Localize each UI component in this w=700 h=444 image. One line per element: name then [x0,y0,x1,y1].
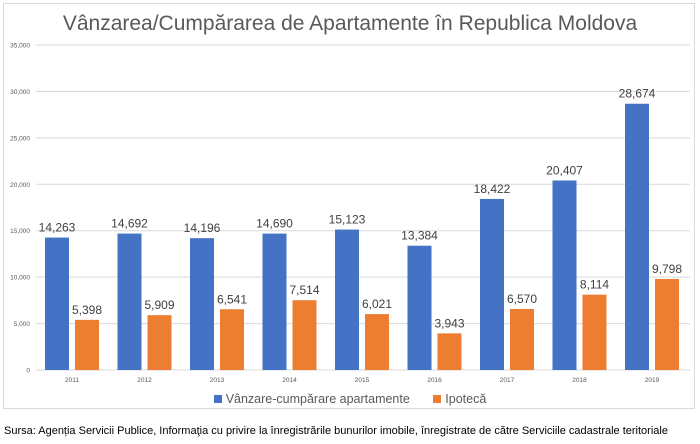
source-note: Sursa: Agenția Servicii Publice, Informa… [4,425,668,437]
x-tick-label: 2011 [65,377,79,384]
x-tick-label: 2018 [572,377,587,384]
bar-sales [45,237,69,370]
bar-mortgage [220,309,244,370]
data-label: 5,398 [72,303,102,317]
legend-label-sales: Vânzare-cumpărare apartamente [225,392,410,406]
x-tick-label: 2013 [210,377,225,384]
x-tick-label: 2012 [137,377,152,384]
data-label: 28,674 [619,87,656,101]
y-tick-label: 0 [26,368,30,375]
data-label: 15,123 [329,213,366,227]
data-label: 6,021 [362,297,392,311]
bar-mortgage [365,314,389,370]
data-label: 6,570 [507,292,537,306]
chart-title: Vânzarea/Cumpărarea de Apartamente în Re… [62,12,638,35]
bar-mortgage [582,294,607,370]
data-label: 14,692 [111,217,148,231]
y-tick-label: 20,000 [10,182,30,189]
data-label: 5,909 [144,298,174,312]
data-label: 18,422 [474,182,511,196]
legend-swatch-mortgage [433,395,442,403]
data-label: 3,943 [434,316,464,330]
y-tick-label: 25,000 [10,135,30,142]
data-label: 14,196 [184,221,221,235]
legend-label-mortgage: Ipotecă [445,392,487,406]
bar-sales [335,229,359,370]
data-label: 13,384 [401,229,438,243]
legend-item-mortgage: Ipotecă [433,392,486,406]
x-tick-label: 2017 [500,377,515,384]
bar-mortgage [437,333,462,370]
x-tick-label: 2015 [355,377,370,384]
bar-sales [552,180,577,370]
data-label: 6,541 [217,292,247,306]
legend: Vânzare-cumpărare apartamente Ipotecă [0,392,700,406]
y-tick-label: 15,000 [10,228,30,235]
bar-sales [190,238,214,370]
y-tick-label: 10,000 [10,275,30,282]
data-label: 8,114 [580,278,609,292]
bar-mortgage [292,300,317,370]
bar-mortgage [75,319,99,370]
bar-sales [407,245,432,370]
data-label: 14,690 [256,217,293,231]
y-tick-label: 5,000 [14,321,31,328]
bar-sales [625,103,649,371]
legend-swatch-sales [213,395,222,403]
bar-sales [117,233,142,370]
bar-mortgage [655,279,679,370]
bar-sales [480,198,504,370]
data-label: 7,514 [289,283,319,297]
x-tick-label: 2019 [645,377,660,384]
data-label: 20,407 [546,164,583,178]
x-tick-label: 2016 [427,377,442,384]
bar-mortgage [510,308,534,370]
bar-sales [262,233,287,370]
x-tick-label: 2014 [282,377,297,384]
legend-item-sales: Vânzare-cumpărare apartamente [213,392,410,406]
bar-mortgage [147,315,172,370]
data-label: 14,263 [39,221,76,235]
chart-frame [3,3,695,409]
data-label: 9,798 [652,262,682,276]
y-tick-label: 30,000 [10,89,30,96]
y-tick-label: 35,000 [10,43,30,50]
